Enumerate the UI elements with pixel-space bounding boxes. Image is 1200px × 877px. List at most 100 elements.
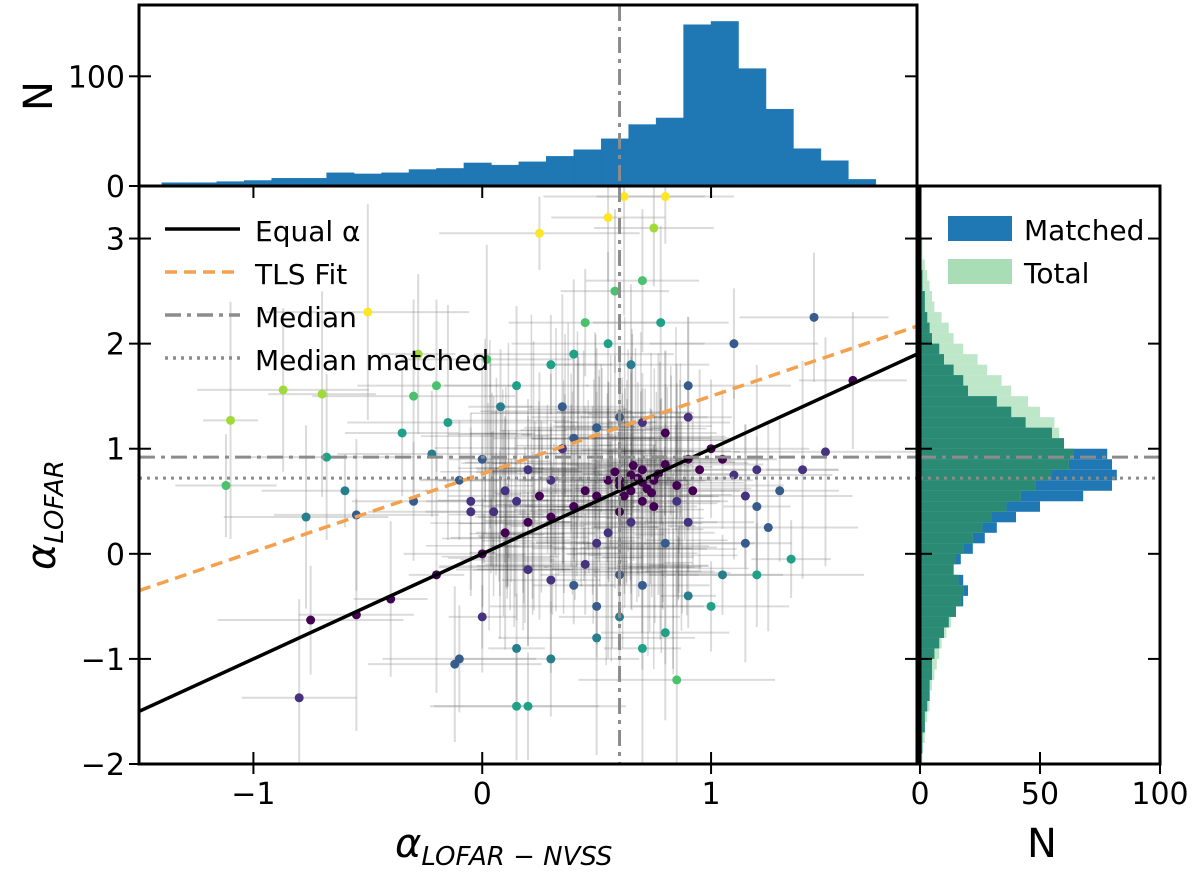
top-histogram-bar <box>546 156 575 187</box>
right-histogram-overlap-bar <box>920 490 1021 502</box>
right-histogram-overlap-bar <box>920 469 1052 481</box>
right-histogram-overlap-bar <box>920 595 961 607</box>
top-histogram-bar <box>738 68 767 187</box>
legend-total-label: Total <box>1023 257 1089 290</box>
right-xtick-label: 100 <box>1131 777 1188 812</box>
scatter-point <box>580 559 590 569</box>
scatter-point <box>820 447 830 457</box>
scatter-point <box>592 423 602 433</box>
right-histogram-overlap-bar <box>920 427 1052 439</box>
right-histogram-overlap-bar <box>920 711 925 722</box>
scatter-point <box>752 570 762 580</box>
right-histogram-total-bar <box>920 280 930 292</box>
right-histogram-total-bar <box>920 333 954 344</box>
legend-matched-label: Matched <box>1024 214 1144 247</box>
scatter-point <box>752 465 762 475</box>
scatter-point <box>546 360 556 370</box>
scatter-point <box>637 643 647 653</box>
right-histogram-overlap-bar <box>920 564 954 575</box>
scatter-point <box>523 517 533 527</box>
right-histogram-overlap-bar <box>920 448 1074 460</box>
scatter-point <box>729 339 739 349</box>
right-histogram-overlap-bar <box>920 480 1036 491</box>
main-xlabel: αLOFAR − NVSS <box>395 821 612 872</box>
scatter-point <box>695 465 705 475</box>
main-ytick-label: −1 <box>81 643 125 678</box>
scatter-point <box>626 517 636 527</box>
scatter-point <box>619 491 629 501</box>
right-histogram-bars <box>920 238 1117 764</box>
scatter-point <box>569 502 579 512</box>
main-xtick-label: −1 <box>231 777 275 812</box>
right-histogram-overlap-bar <box>920 291 925 302</box>
right-histogram-overlap-bar <box>920 343 940 355</box>
right-histogram-total-bar <box>920 301 935 313</box>
scatter-reference-lines <box>139 186 917 764</box>
right-histogram-total-bar <box>920 322 949 334</box>
scatter-point <box>294 693 304 703</box>
right-histogram-total-bar <box>920 312 942 323</box>
top-histogram-ylabel: N <box>16 81 62 111</box>
scatter-point <box>610 467 620 477</box>
scatter-point <box>534 491 544 501</box>
top-histogram-bar <box>436 168 465 187</box>
scatter-point <box>786 554 796 564</box>
scatter-point <box>603 213 613 223</box>
scatter-point <box>592 601 602 611</box>
right-histogram-overlap-bar <box>920 312 928 323</box>
top-histogram-bar <box>381 172 410 187</box>
scatter-point <box>317 389 327 399</box>
right-histogram-total-bar <box>920 291 932 302</box>
top-histogram-bar <box>683 24 712 187</box>
main-ytick-label: 2 <box>106 328 125 363</box>
right-histogram-overlap-bar <box>920 616 949 628</box>
top-histogram-bar <box>463 162 492 187</box>
scatter-legend: Equal α TLS Fit Median Median matched <box>165 215 489 377</box>
scatter-point <box>656 318 666 328</box>
right-histogram-overlap-bar <box>920 690 930 701</box>
main-x-ticks: −1 0 1 <box>231 186 721 812</box>
right-histogram-overlap-bar <box>920 522 983 533</box>
scatter-point <box>683 412 693 422</box>
scatter-point <box>672 675 682 685</box>
scatter-point <box>683 381 693 391</box>
scatter-point <box>466 507 476 517</box>
scatter-point <box>278 385 288 395</box>
scatter-point <box>512 701 522 711</box>
scatter-point <box>626 486 636 496</box>
scatter-point <box>775 486 785 496</box>
main-ylabel: αLOFAR <box>19 460 70 570</box>
top-ytick-label: 100 <box>68 60 125 95</box>
top-histogram-bar <box>600 138 629 187</box>
scatter-point <box>466 496 476 506</box>
right-histogram-overlap-bar <box>920 438 1064 449</box>
legend-matched-swatch <box>948 216 1012 241</box>
right-histogram-overlap-bar <box>920 627 944 638</box>
scatter-point <box>660 428 670 438</box>
right-histogram-total-bar <box>920 259 925 271</box>
scatter-point <box>500 486 510 496</box>
scatter-point <box>637 580 647 590</box>
scatter-point <box>740 491 750 501</box>
scatter-point <box>683 591 693 601</box>
right-xtick-label: 50 <box>1021 777 1059 812</box>
scatter-point <box>649 502 659 512</box>
scatter-point <box>628 461 638 471</box>
top-histogram-bar <box>793 148 822 187</box>
scatter-point <box>660 459 670 469</box>
scatter-point <box>512 496 522 506</box>
right-histogram-overlap-bar <box>920 679 930 691</box>
scatter-point <box>546 512 556 522</box>
scatter-point <box>763 523 773 533</box>
main-xtick-label: 1 <box>702 777 721 812</box>
top-histogram-bar <box>573 149 602 187</box>
scatter-point <box>409 391 419 401</box>
scatter-point <box>580 318 590 328</box>
top-histogram-bar <box>353 173 382 187</box>
main-ytick-label: 1 <box>106 433 125 468</box>
scatter-point <box>431 381 441 391</box>
scatter-point <box>718 570 727 580</box>
scatter-point <box>306 615 316 625</box>
main-y-ticks: −2 −1 0 1 2 3 <box>81 223 917 783</box>
scatter-point <box>610 286 620 296</box>
